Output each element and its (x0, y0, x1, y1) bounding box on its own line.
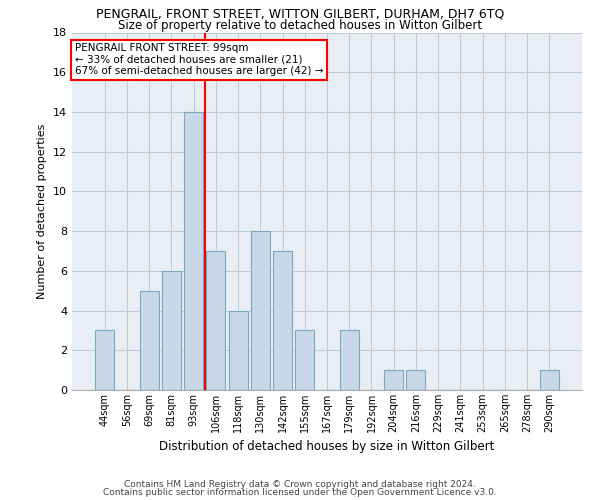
Bar (229, 310, 248, 390)
Bar (384, 370, 403, 390)
Bar (184, 112, 203, 390)
Bar (95, 330, 114, 390)
Bar (406, 370, 425, 390)
Bar (273, 251, 292, 390)
Text: Size of property relative to detached houses in Witton Gilbert: Size of property relative to detached ho… (118, 19, 482, 32)
Bar (206, 251, 225, 390)
Bar (295, 330, 314, 390)
Bar (140, 290, 158, 390)
Text: PENGRAIL, FRONT STREET, WITTON GILBERT, DURHAM, DH7 6TQ: PENGRAIL, FRONT STREET, WITTON GILBERT, … (96, 8, 504, 20)
Bar (340, 330, 359, 390)
X-axis label: Distribution of detached houses by size in Witton Gilbert: Distribution of detached houses by size … (160, 440, 494, 454)
Bar (251, 231, 270, 390)
Y-axis label: Number of detached properties: Number of detached properties (37, 124, 47, 299)
Text: PENGRAIL FRONT STREET: 99sqm
← 33% of detached houses are smaller (21)
67% of se: PENGRAIL FRONT STREET: 99sqm ← 33% of de… (74, 43, 323, 76)
Text: Contains public sector information licensed under the Open Government Licence v3: Contains public sector information licen… (103, 488, 497, 497)
Bar (540, 370, 559, 390)
Bar (162, 271, 181, 390)
Text: Contains HM Land Registry data © Crown copyright and database right 2024.: Contains HM Land Registry data © Crown c… (124, 480, 476, 489)
